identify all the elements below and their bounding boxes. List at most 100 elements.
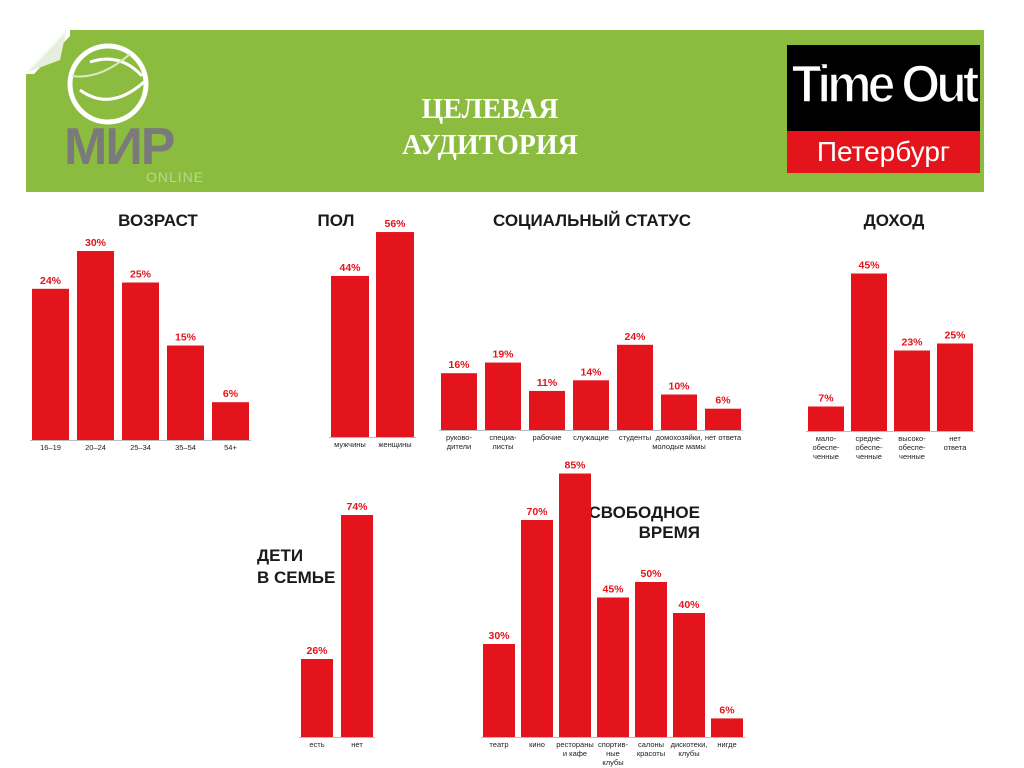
- bar-leisure-5: [635, 582, 667, 737]
- value-label-social-2: 19%: [492, 349, 514, 361]
- category-label-social-4: служащие: [573, 433, 609, 442]
- bar-social-5: [617, 344, 653, 430]
- value-label-gender-1: 44%: [339, 262, 361, 274]
- bar-social-6: [661, 394, 697, 430]
- page-title-line-1: ЦЕЛЕВАЯ: [421, 94, 559, 125]
- timeout-logo-name: Time Out: [791, 54, 980, 114]
- bar-leisure-1: [483, 644, 515, 737]
- category-label-leisure-3-2: и кафе: [563, 749, 587, 758]
- bar-age-3: [122, 282, 159, 440]
- category-label-leisure-6-2: клубы: [678, 749, 699, 758]
- category-label-income-1: мало-: [816, 434, 837, 443]
- category-label-leisure-4: спортив-: [598, 740, 629, 749]
- value-label-social-4: 14%: [580, 366, 602, 378]
- category-label-age-1: 16–19: [40, 443, 61, 452]
- bar-income-4: [937, 343, 973, 431]
- category-label-age-2: 20–24: [85, 443, 106, 452]
- category-label-income-4-2: ответа: [944, 443, 968, 452]
- mir-online-logo: МИР ONLINE: [64, 43, 204, 184]
- page-title-line-2: АУДИТОРИЯ: [402, 130, 578, 161]
- value-label-leisure-7: 6%: [719, 704, 735, 716]
- bar-leisure-2: [521, 520, 553, 737]
- category-label-leisure-1: театр: [489, 740, 508, 749]
- category-label-age-4: 35–54: [175, 443, 196, 452]
- chart-title-leisure-2: ВРЕМЯ: [639, 523, 700, 542]
- bar-social-2: [485, 362, 521, 430]
- category-label-leisure-5-2: красоты: [637, 749, 665, 758]
- chart-title-children-1: ДЕТИ: [257, 546, 303, 565]
- category-label-leisure-3: рестораны: [556, 740, 594, 749]
- value-label-leisure-2: 70%: [526, 506, 548, 518]
- value-label-age-2: 30%: [85, 237, 107, 249]
- bar-gender-1: [331, 275, 369, 437]
- value-label-gender-2: 56%: [384, 218, 406, 230]
- chart-title-children-2: В СЕМЬЕ: [257, 568, 335, 587]
- category-label-gender-2: женщины: [378, 440, 411, 449]
- category-label-gender-1: мужчины: [334, 440, 366, 449]
- category-label-leisure-6: дискотеки,: [671, 740, 708, 749]
- category-label-income-1-2: обеспе-: [812, 443, 840, 452]
- value-label-age-4: 15%: [175, 332, 197, 344]
- chart-title-income: ДОХОД: [864, 211, 925, 230]
- category-label-income-4: нет: [949, 434, 961, 443]
- bar-income-3: [894, 350, 930, 431]
- bar-age-2: [77, 251, 114, 440]
- category-label-social-1-2: дители: [447, 442, 471, 451]
- logo-mir-sub: ONLINE: [146, 169, 204, 184]
- category-label-income-1-3: ченные: [813, 452, 839, 461]
- category-label-social-3: рабочие: [533, 433, 562, 442]
- chart-title-leisure-1: СВОБОДНОЕ: [588, 503, 700, 522]
- value-label-income-4: 25%: [944, 330, 966, 342]
- value-label-age-5: 6%: [223, 388, 239, 400]
- logo-mir-name: МИР: [64, 118, 174, 176]
- bar-social-3: [529, 390, 565, 430]
- value-label-leisure-1: 30%: [488, 630, 510, 642]
- page-title: ЦЕЛЕВАЯ АУДИТОРИЯ: [340, 92, 640, 164]
- category-label-children-2: нет: [351, 740, 363, 749]
- category-label-income-3-3: ченные: [899, 452, 925, 461]
- category-label-social-2: специа-: [489, 433, 517, 442]
- chart-title-social: СОЦИАЛЬНЫЙ СТАТУС: [493, 211, 691, 230]
- value-label-social-1: 16%: [448, 359, 470, 371]
- category-label-income-2-3: ченные: [856, 452, 882, 461]
- bar-income-2: [851, 273, 887, 431]
- value-label-leisure-6: 40%: [678, 599, 700, 611]
- bar-age-1: [32, 288, 69, 440]
- category-label-social-2-2: листы: [492, 442, 513, 451]
- bar-social-1: [441, 373, 477, 430]
- bar-gender-2: [376, 232, 414, 437]
- value-label-social-5: 24%: [624, 331, 646, 343]
- value-label-children-1: 26%: [306, 645, 328, 657]
- timeout-logo-city: Петербург: [787, 131, 980, 173]
- value-label-income-3: 23%: [901, 337, 923, 349]
- value-label-social-3: 11%: [537, 377, 558, 389]
- bar-leisure-4: [597, 597, 629, 737]
- bar-leisure-7: [711, 718, 743, 737]
- category-label-social-6-2: молодые мамы: [652, 442, 706, 451]
- category-label-social-7: нет ответа: [705, 433, 742, 442]
- category-label-leisure-7: нигде: [717, 740, 736, 749]
- value-label-age-1: 24%: [40, 275, 62, 287]
- value-label-leisure-5: 50%: [640, 568, 662, 580]
- category-label-income-3: высоко-: [898, 434, 926, 443]
- value-label-income-1: 7%: [818, 393, 834, 405]
- chart-title-gender: ПОЛ: [318, 211, 355, 230]
- category-label-leisure-5: салоны: [638, 740, 664, 749]
- value-label-income-2: 45%: [858, 260, 880, 272]
- bar-age-5: [212, 402, 249, 440]
- bar-leisure-3: [559, 473, 591, 737]
- bar-children-2: [341, 515, 373, 737]
- category-label-leisure-4-2: ные: [606, 749, 620, 758]
- value-label-social-7: 6%: [715, 395, 731, 407]
- globe-icon: [67, 43, 149, 125]
- page-curl-corner: [26, 30, 70, 74]
- value-label-leisure-3: 85%: [564, 460, 586, 472]
- bar-age-4: [167, 345, 204, 440]
- bar-children-1: [301, 659, 333, 737]
- value-label-age-3: 25%: [130, 269, 152, 281]
- category-label-leisure-2: кино: [529, 740, 545, 749]
- chart-title-age: ВОЗРАСТ: [118, 211, 198, 230]
- bar-social-4: [573, 380, 609, 430]
- value-label-children-2: 74%: [346, 501, 368, 513]
- category-label-social-6: домохозяйки,: [656, 433, 703, 442]
